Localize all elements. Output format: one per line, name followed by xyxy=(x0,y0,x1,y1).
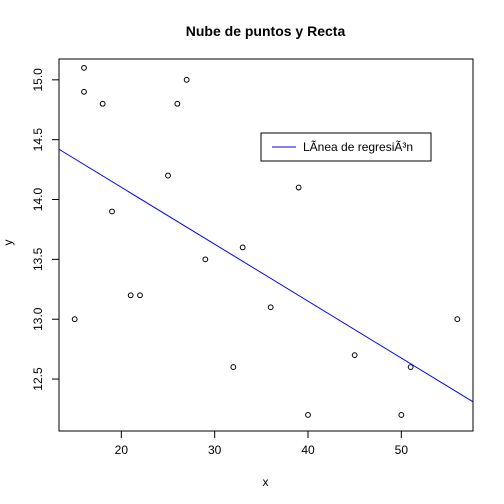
x-tick-label: 40 xyxy=(301,443,315,457)
x-tick-label: 50 xyxy=(395,443,409,457)
y-axis: 12.5 13.0 13.5 14.0 14.5 15.0 xyxy=(31,68,60,391)
data-point xyxy=(109,208,115,215)
x-tick-label: 20 xyxy=(115,443,129,457)
y-tick-label: 14.0 xyxy=(31,188,45,212)
data-point xyxy=(305,412,311,418)
data-point xyxy=(165,172,171,179)
data-point xyxy=(202,256,209,263)
data-point xyxy=(183,76,190,83)
data-point xyxy=(295,184,302,191)
chart-title: Nube de puntos y Recta xyxy=(186,23,346,39)
y-tick-label: 15.0 xyxy=(31,68,45,92)
legend: LÃ­nea de regresiÃ³n xyxy=(260,132,432,162)
data-point xyxy=(81,64,87,71)
legend-label: LÃ­nea de regresiÃ³n xyxy=(303,140,413,154)
regression-line xyxy=(58,148,474,403)
x-axis: 20 30 40 50 xyxy=(115,430,409,457)
data-point xyxy=(230,364,237,370)
y-tick-label: 12.5 xyxy=(31,367,45,391)
plot-frame xyxy=(58,58,474,432)
data-points xyxy=(71,64,461,418)
data-point xyxy=(454,316,461,323)
data-point xyxy=(127,292,134,299)
data-point xyxy=(267,304,274,311)
data-point xyxy=(99,100,106,107)
data-point xyxy=(174,100,181,107)
data-point xyxy=(137,292,143,299)
y-tick-label: 14.5 xyxy=(31,128,45,152)
data-point xyxy=(239,244,246,251)
data-point xyxy=(398,412,405,418)
data-point xyxy=(407,364,414,370)
data-point xyxy=(351,352,358,359)
y-tick-label: 13.0 xyxy=(31,307,45,331)
x-axis-label: x xyxy=(263,475,269,489)
y-tick-label: 13.5 xyxy=(31,247,45,271)
x-tick-label: 30 xyxy=(208,443,222,457)
y-axis-label: y xyxy=(1,240,15,246)
data-point xyxy=(71,316,78,323)
data-point xyxy=(81,88,87,95)
